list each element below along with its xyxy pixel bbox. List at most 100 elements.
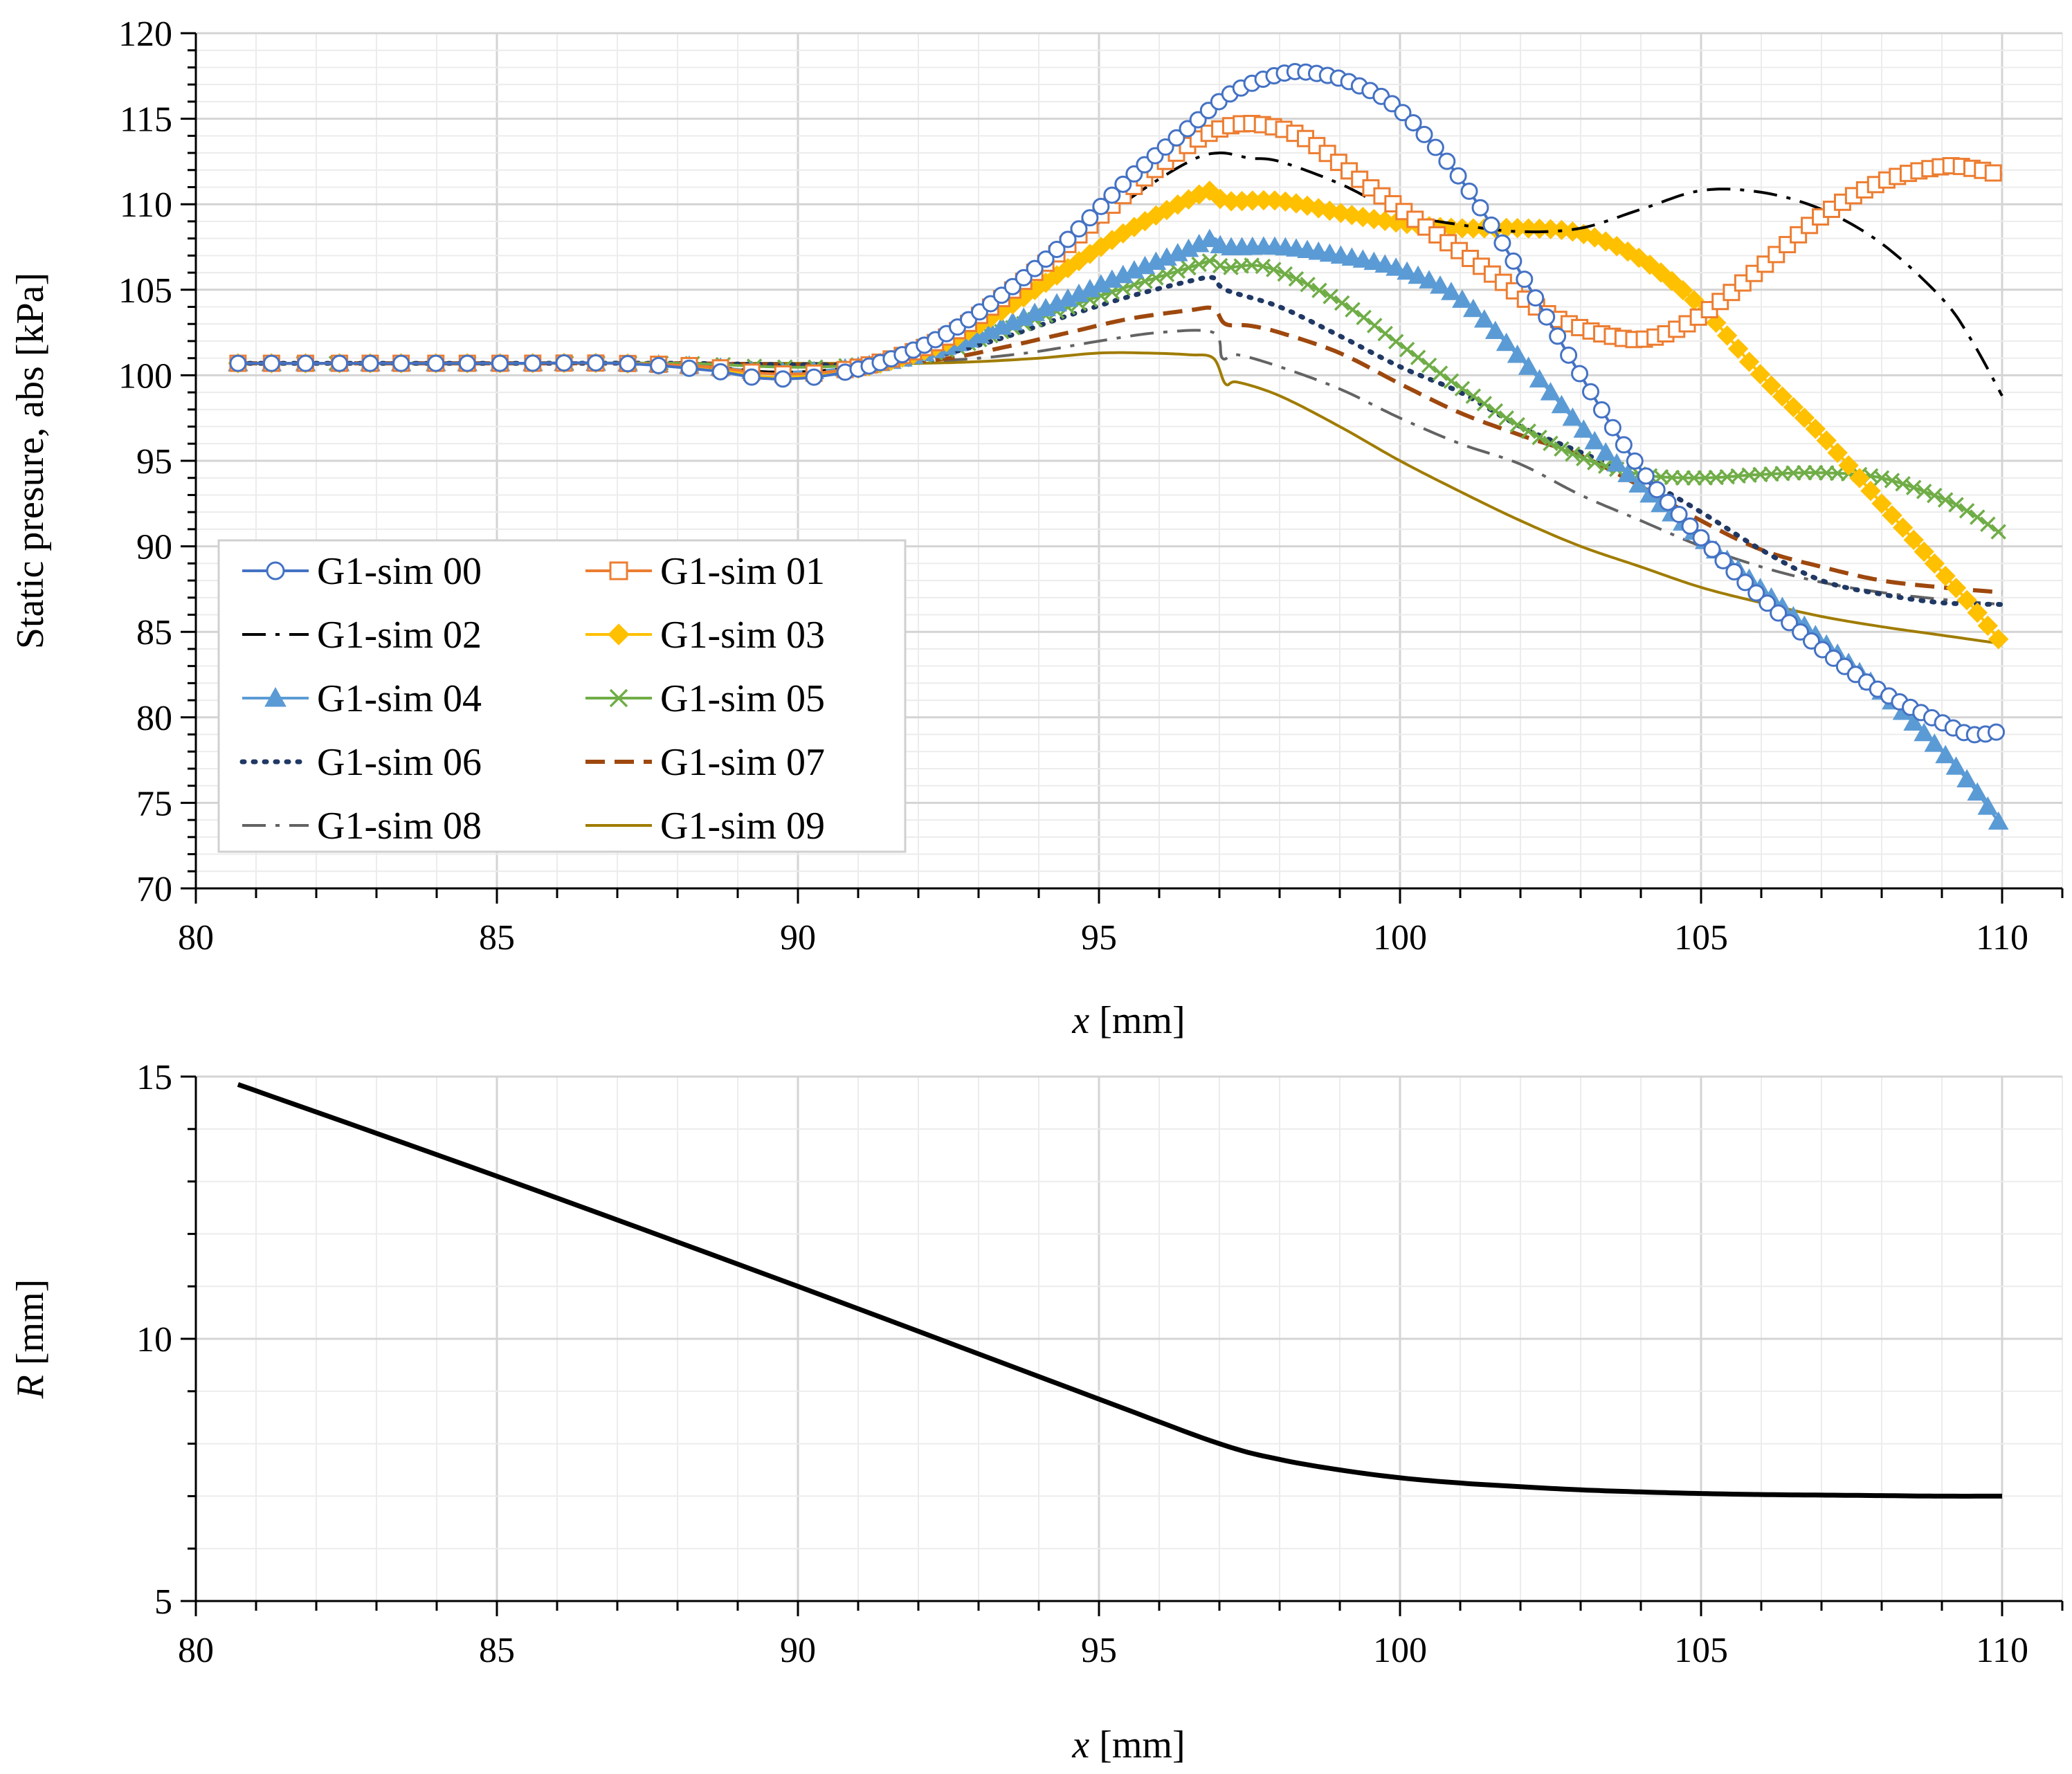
top-x-tick-label: 100 — [1373, 918, 1427, 958]
legend-item-g1-sim-05: G1-sim 05 — [585, 677, 825, 720]
series-g1-sim-04-marker — [1441, 282, 1462, 300]
series-g1-sim-04-marker — [1408, 265, 1428, 284]
series-g1-sim-05-marker — [1532, 430, 1547, 446]
bot-x-tick-label: 105 — [1674, 1631, 1728, 1670]
series-g1-sim-00-marker — [1626, 452, 1644, 470]
legend-item-g1-sim-09: G1-sim 09 — [585, 805, 825, 848]
series-g1-sim-03-marker — [1882, 505, 1902, 526]
series-g1-sim-05-marker — [1476, 396, 1493, 412]
series-g1-sim-07-line — [237, 305, 2003, 595]
series-g1-sim-04-marker — [1551, 394, 1572, 414]
series-g1-sim-05-marker — [1948, 497, 1964, 513]
top-y-tick-label: 110 — [120, 185, 172, 225]
series-g1-sim-03-marker — [1935, 565, 1956, 587]
bot-y-tick-label: 15 — [136, 1058, 172, 1097]
top-y-tick-label: 120 — [118, 15, 172, 54]
series-g1-sim-00-marker — [680, 359, 698, 377]
series-g1-sim-03-marker — [1924, 553, 1945, 574]
series-g1-sim-00-marker — [1026, 259, 1044, 277]
series-g1-sim-05-marker — [1377, 325, 1393, 342]
top-y-tick-label: 100 — [118, 356, 172, 396]
series-g1-sim-00-marker — [743, 368, 761, 386]
series-g1-sim-00-marker — [1681, 517, 1699, 535]
radius-chart: 80 85 90 95 100 105 110 5 10 15 x [mm] R [mm] — [9, 1058, 2064, 1766]
legend-item-g1-sim-00-label: G1-sim 00 — [317, 550, 482, 593]
series-g1-sim-00-marker — [1103, 186, 1121, 204]
series-g1-sim-00-marker — [1592, 401, 1610, 419]
series-g1-sim-04-marker — [1540, 382, 1561, 401]
series-g1-sim-00-marker — [1070, 220, 1088, 238]
legend-item-g1-sim-08-label: G1-sim 08 — [317, 805, 482, 848]
series-g1-sim-00-marker — [1538, 308, 1556, 326]
top-y-tick-label: 75 — [136, 784, 172, 823]
series-g1-sim-00-marker — [587, 354, 605, 372]
series-g1-sim-03-marker — [1892, 517, 1914, 538]
series-g1-sim-04-marker — [1606, 452, 1628, 472]
bot-x-tick-label: 110 — [1976, 1631, 2028, 1670]
top-y-tick-label: 105 — [118, 271, 172, 311]
series-g1-sim-05-marker — [1323, 289, 1338, 304]
series-g1-sim-09 — [237, 351, 2003, 646]
series-g1-sim-00-marker — [1003, 277, 1021, 295]
bot-x-tick-label: 85 — [479, 1631, 515, 1670]
top-x-tick-label: 90 — [780, 918, 816, 958]
legend-item-g1-sim-01: G1-sim 01 — [585, 550, 825, 593]
series-g1-sim-04-marker — [1617, 464, 1639, 482]
series-g1-sim-03-marker — [1903, 529, 1924, 551]
series-g1-sim-00-marker — [1059, 230, 1077, 248]
series-g1-sim-00-marker — [1092, 197, 1110, 215]
top-y-tick-label: 95 — [136, 442, 172, 482]
series-g1-sim-00-marker — [555, 354, 573, 372]
series-g1-sim-04-marker — [1496, 332, 1517, 351]
series-g1-sim-04-marker — [1945, 756, 1967, 775]
series-g1-sim-04-marker — [1584, 430, 1606, 450]
series-g1-sim-03-marker — [1827, 442, 1848, 464]
legend-item-g1-sim-00-marker — [266, 561, 285, 580]
series-g1-sim-00-marker — [458, 354, 476, 372]
series-g1-sim-05-marker — [1498, 410, 1514, 426]
series-g1-sim-04-marker — [1562, 407, 1583, 426]
series-g1-sim-00-marker — [361, 354, 379, 372]
series-g1-sim-03-marker — [1794, 408, 1815, 428]
legend-item-g1-sim-04-label: G1-sim 04 — [317, 677, 482, 720]
series-g1-sim-05-marker — [1959, 502, 1975, 519]
radius-y-tick-labels: 5 10 15 — [136, 1058, 172, 1622]
series-g1-sim-03-marker — [1750, 364, 1771, 385]
series-g1-sim-04-marker — [1924, 733, 1945, 752]
series-g1-sim-05-marker — [1201, 253, 1218, 269]
series-g1-sim-00-marker — [1571, 365, 1589, 383]
series-g1-sim-05-marker — [1334, 295, 1350, 311]
series-g1-sim-03-marker — [1945, 578, 1967, 598]
top-x-tick-label: 85 — [479, 918, 515, 958]
legend: G1-sim 00 G1-sim 01 G1-sim 02 G1-sim 03 G1-s… — [217, 539, 907, 853]
legend-item-g1-sim-07: G1-sim 07 — [585, 741, 825, 784]
top-x-tick-label: 80 — [178, 918, 214, 958]
series-g1-sim-00-marker — [1426, 138, 1444, 156]
series-g1-sim-04-marker — [1473, 309, 1495, 328]
series-g1-sim-03-marker — [1716, 325, 1738, 346]
radius-x-axis-title: x [mm] — [1071, 1723, 1185, 1766]
series-g1-sim-05-marker — [1443, 373, 1460, 389]
series-g1-sim-00-marker — [229, 354, 247, 372]
series-g1-sim-05-marker — [1543, 435, 1558, 452]
series-g1-sim-03-marker — [1871, 493, 1892, 514]
radius-gridlines — [194, 1075, 2063, 1602]
series-g1-sim-00-marker — [1714, 551, 1732, 569]
series-g1-sim-00-marker — [262, 354, 280, 372]
pressure-chart: 80 85 90 95 100 105 110 70 75 80 85 90 95 100 105 110 1… — [9, 15, 2064, 1042]
series-g1-sim-00-marker — [1527, 289, 1545, 307]
series-g1-sim-03-marker — [1988, 629, 2009, 650]
bot-x-tick-label: 95 — [1081, 1631, 1117, 1670]
legend-item-g1-sim-04: G1-sim 04 — [242, 677, 482, 720]
series-g1-sim-00-marker — [1505, 252, 1523, 270]
series-g1-sim-04-marker — [1385, 257, 1407, 276]
top-y-tick-label: 90 — [136, 528, 172, 567]
series-g1-sim-04-marker — [1988, 811, 2009, 830]
series-g1-sim-00-marker — [1156, 138, 1174, 156]
series-g1-sim-05-marker — [1277, 266, 1293, 282]
series-g1-sim-05-marker — [1937, 492, 1954, 508]
series-g1-sim-00-marker — [619, 355, 637, 373]
series-g1-sim-05-marker — [1366, 318, 1383, 333]
series-g1-sim-05-marker — [1399, 341, 1415, 358]
series-g1-sim-04-marker — [1363, 251, 1385, 271]
